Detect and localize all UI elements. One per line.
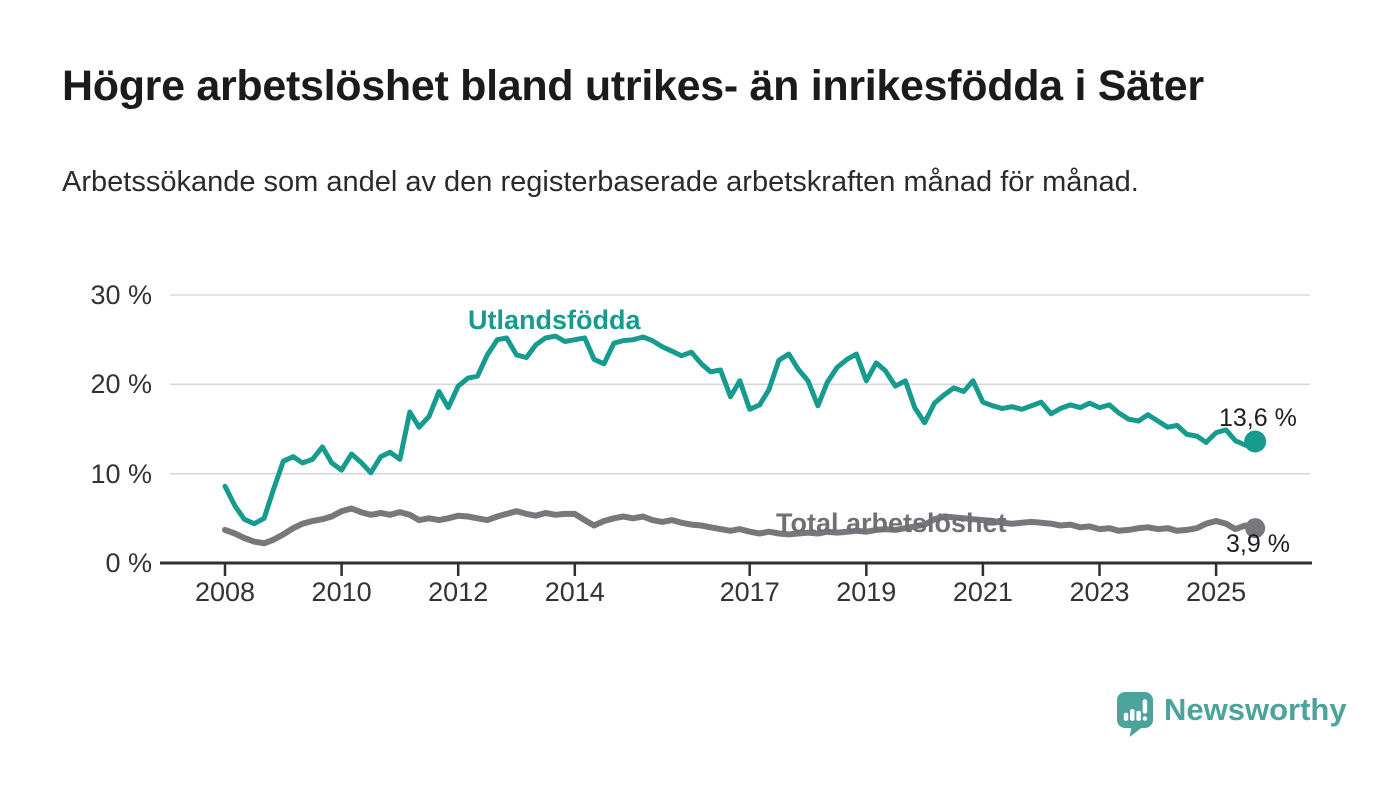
y-tick-label: 0 % xyxy=(105,548,152,578)
x-tick-label: 2008 xyxy=(194,577,256,607)
x-tick-label: 2021 xyxy=(952,577,1013,607)
x-tick-label: 2025 xyxy=(1186,577,1247,607)
y-tick-label: 30 % xyxy=(90,280,152,310)
y-tick-label: 20 % xyxy=(90,369,152,400)
end-value-label-total: 3,9 % xyxy=(1226,530,1290,558)
series-line-utlandsfodda xyxy=(222,333,1258,527)
x-tick-label: 2014 xyxy=(544,577,605,607)
series-line-total xyxy=(222,505,1259,547)
series-label-utlandsfodda: Utlandsfödda xyxy=(468,305,641,335)
series-end-dot-total xyxy=(1245,518,1266,539)
chart-subtitle: Arbetssökande som andel av den registerb… xyxy=(62,166,1139,198)
series-end-dot-utlandsfodda xyxy=(1244,430,1267,453)
x-tick-label: 2019 xyxy=(836,577,897,607)
end-value-label-utlandsfodda: 13,6 % xyxy=(1219,404,1297,432)
newsworthy-bubble-chart-icon xyxy=(1117,692,1153,737)
y-tick-label: 10 % xyxy=(90,458,152,489)
x-tick-label: 2012 xyxy=(428,577,489,607)
x-tick-label: 2010 xyxy=(311,577,372,607)
series-label-total-arbetsloshet: Total arbetslöshet xyxy=(776,508,1007,538)
brand-name: Newsworthy xyxy=(1164,692,1347,727)
page-title: Högre arbetslöshet bland utrikes- än inr… xyxy=(62,62,1204,110)
x-tick-label: 2023 xyxy=(1069,577,1130,607)
x-tick-label: 2017 xyxy=(719,577,780,607)
